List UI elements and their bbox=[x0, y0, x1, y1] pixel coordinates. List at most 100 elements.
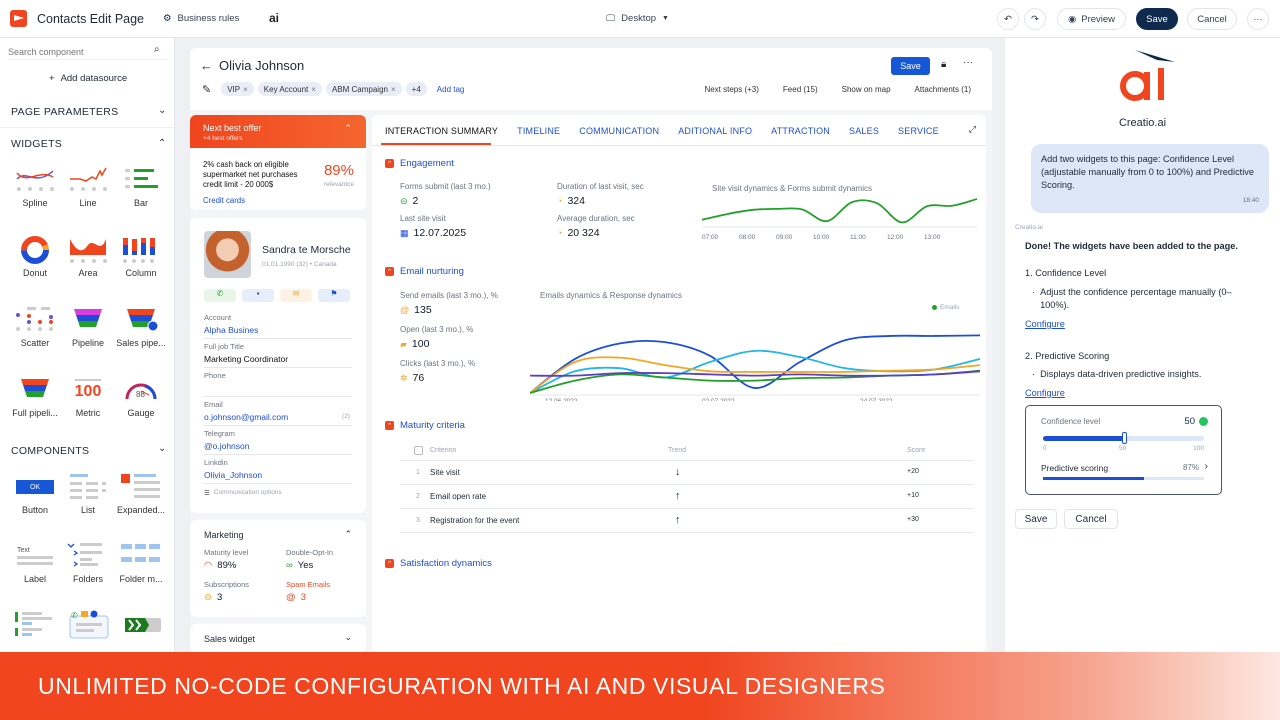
widget-full-pipeline[interactable]: Full pipeli... bbox=[8, 373, 62, 418]
business-rules-button[interactable]: ⚙ Business rules bbox=[163, 13, 240, 24]
configure-link-2[interactable]: Configure bbox=[1025, 388, 1065, 398]
tag-chip[interactable]: ABM Campaign × bbox=[325, 82, 402, 96]
chevron-up-icon[interactable]: ⌃ bbox=[344, 123, 352, 133]
configure-link-1[interactable]: Configure bbox=[1025, 319, 1065, 329]
widget-area-chart[interactable]: Area bbox=[61, 233, 115, 278]
component-timeline[interactable] bbox=[8, 608, 62, 643]
chevron-down-icon[interactable]: ⌄ bbox=[158, 443, 167, 454]
column-trend[interactable]: Trend bbox=[668, 447, 687, 454]
email-nurturing-header[interactable]: ⌃ Email nurturing bbox=[385, 266, 464, 277]
tab-aditional-info[interactable]: ADITIONAL INFO bbox=[678, 126, 753, 136]
tag-chip[interactable]: VIP × bbox=[221, 82, 254, 96]
widget-pipeline[interactable]: Pipeline bbox=[61, 303, 115, 348]
component-expanded-list[interactable]: Expanded... bbox=[114, 470, 168, 515]
pen-icon[interactable]: ✎ bbox=[202, 83, 212, 96]
field-value[interactable]: o.johnson@gmail.com bbox=[204, 412, 289, 422]
widgets-header[interactable]: WIDGETS bbox=[11, 138, 63, 150]
header-link[interactable]: Feed (15) bbox=[782, 85, 818, 94]
component-list[interactable]: List bbox=[61, 470, 115, 515]
widget-metric[interactable]: 100 Metric bbox=[61, 373, 115, 418]
widget-column-chart[interactable]: Column bbox=[114, 233, 168, 278]
engagement-header[interactable]: ⌃ Engagement bbox=[385, 158, 454, 169]
select-all-checkbox[interactable] bbox=[414, 446, 423, 455]
column-criterion[interactable]: Criterion bbox=[430, 447, 457, 454]
message-button[interactable]: ▪ bbox=[242, 289, 274, 302]
back-arrow-icon[interactable]: ← bbox=[200, 58, 213, 73]
table-row[interactable]: 2 Email open rate ↑ +10 bbox=[400, 485, 974, 509]
tab-communication[interactable]: COMMUNICATION bbox=[579, 126, 660, 136]
chevron-right-icon[interactable]: › bbox=[1204, 461, 1208, 472]
field-label: Account bbox=[204, 313, 232, 322]
field-value[interactable]: @o.johnson bbox=[204, 441, 250, 451]
redo-button[interactable]: ↷ bbox=[1024, 8, 1046, 30]
chevron-down-icon[interactable]: ⌄ bbox=[344, 632, 352, 642]
more-button[interactable]: ··· bbox=[1247, 8, 1269, 30]
component-folders[interactable]: Folders bbox=[61, 539, 115, 584]
column-score[interactable]: Score bbox=[907, 447, 926, 454]
flag-button[interactable]: ⚑ bbox=[318, 289, 350, 302]
add-datasource-button[interactable]: + Add datasource bbox=[49, 73, 128, 84]
component-progress-bar[interactable] bbox=[114, 608, 168, 643]
remove-tag-icon[interactable]: × bbox=[390, 84, 396, 94]
tab-timeline[interactable]: TIMELINE bbox=[517, 126, 561, 136]
confidence-slider[interactable] bbox=[1043, 432, 1204, 444]
component-button[interactable]: OK Button bbox=[8, 470, 62, 515]
component-folder-manager[interactable]: Folder m... bbox=[114, 539, 168, 584]
tab-sales[interactable]: SALES bbox=[849, 126, 880, 136]
lock-icon[interactable]: 🔒︎ bbox=[941, 59, 947, 70]
widget-gauge[interactable]: 88 Gauge bbox=[114, 373, 168, 418]
tab-service[interactable]: SERVICE bbox=[898, 126, 939, 136]
widget-line-chart[interactable]: Line bbox=[61, 163, 115, 208]
more-options-icon[interactable]: ··· bbox=[963, 57, 973, 68]
maturity-criteria-header[interactable]: ⌃ Maturity criteria bbox=[385, 420, 465, 431]
communication-options-button[interactable]: ☰ Communication options bbox=[204, 489, 282, 497]
ai-button[interactable]: ai bbox=[269, 11, 280, 25]
header-link[interactable]: Next steps (+3) bbox=[704, 85, 759, 94]
remove-tag-icon[interactable]: × bbox=[311, 84, 316, 94]
expand-icon[interactable]: ⤢ bbox=[968, 124, 976, 134]
remove-tag-icon[interactable]: × bbox=[243, 84, 248, 94]
more-tags[interactable]: +4 bbox=[405, 82, 427, 96]
satisfaction-dynamics-header[interactable]: ⌃ Satisfaction dynamics bbox=[385, 558, 492, 569]
header-link[interactable]: Attachments (1) bbox=[914, 85, 971, 94]
header-link[interactable]: Show on map bbox=[841, 85, 891, 94]
app-logo-icon[interactable] bbox=[10, 10, 27, 27]
tag-chip[interactable]: Key Account × bbox=[257, 82, 322, 96]
widget-scatter[interactable]: Scatter bbox=[8, 303, 62, 348]
components-header[interactable]: COMPONENTS bbox=[11, 445, 90, 457]
chevron-down-icon[interactable]: ⌄ bbox=[158, 105, 167, 116]
save-button[interactable]: Save bbox=[1136, 8, 1178, 30]
device-select[interactable]: 🖵 Desktop ▼ bbox=[606, 13, 669, 24]
field-value[interactable]: Olivia_Johnson bbox=[204, 470, 263, 480]
chevron-up-icon[interactable]: ⌃ bbox=[344, 529, 352, 539]
widget-bar-chart[interactable]: Bar bbox=[114, 163, 168, 208]
component-label[interactable]: Text Label bbox=[8, 539, 62, 584]
chevron-up-icon[interactable]: ⌃ bbox=[158, 138, 167, 149]
tab-interaction-summary[interactable]: INTERACTION SUMMARY bbox=[385, 126, 499, 136]
tab-attraction[interactable]: ATTRACTION bbox=[771, 126, 831, 136]
ai-cancel-button[interactable]: Cancel bbox=[1064, 509, 1118, 529]
page-parameters-header[interactable]: PAGE PARAMETERS bbox=[11, 106, 119, 118]
expanded-list-icon bbox=[114, 470, 168, 504]
email-button[interactable]: ✉ bbox=[280, 289, 312, 302]
confidence-value: 50 bbox=[1184, 416, 1195, 427]
undo-button[interactable]: ↶ bbox=[997, 8, 1019, 30]
record-save-button[interactable]: Save bbox=[891, 57, 930, 75]
ai-save-button[interactable]: Save bbox=[1015, 509, 1057, 529]
field-value[interactable]: Alpha Busines bbox=[204, 325, 259, 335]
slider-thumb[interactable] bbox=[1121, 432, 1127, 444]
cancel-button[interactable]: Cancel bbox=[1187, 8, 1237, 30]
widget-sales-pipeline[interactable]: Sales pipe... bbox=[114, 303, 168, 348]
add-tag-link[interactable]: Add tag bbox=[436, 84, 465, 94]
search-component-input[interactable] bbox=[8, 44, 166, 60]
preview-button[interactable]: ◉ Preview bbox=[1057, 8, 1126, 30]
component-communication[interactable]: ✆ bbox=[61, 608, 115, 643]
call-button[interactable]: ✆ bbox=[204, 289, 236, 302]
collapse-icon: ⌃ bbox=[385, 267, 394, 276]
widget-donut[interactable]: Donut bbox=[8, 233, 62, 278]
credit-cards-link[interactable]: Credit cards bbox=[203, 196, 246, 205]
widget-spline[interactable]: Spline bbox=[8, 163, 62, 208]
table-row[interactable]: 1 Site visit ↓ +20 bbox=[400, 461, 974, 485]
table-row[interactable]: 3 Registration for the event ↑ +30 bbox=[400, 509, 974, 533]
contact-card: Sandra te Morsche 01.01.1990 (32) • Cana… bbox=[190, 218, 366, 513]
